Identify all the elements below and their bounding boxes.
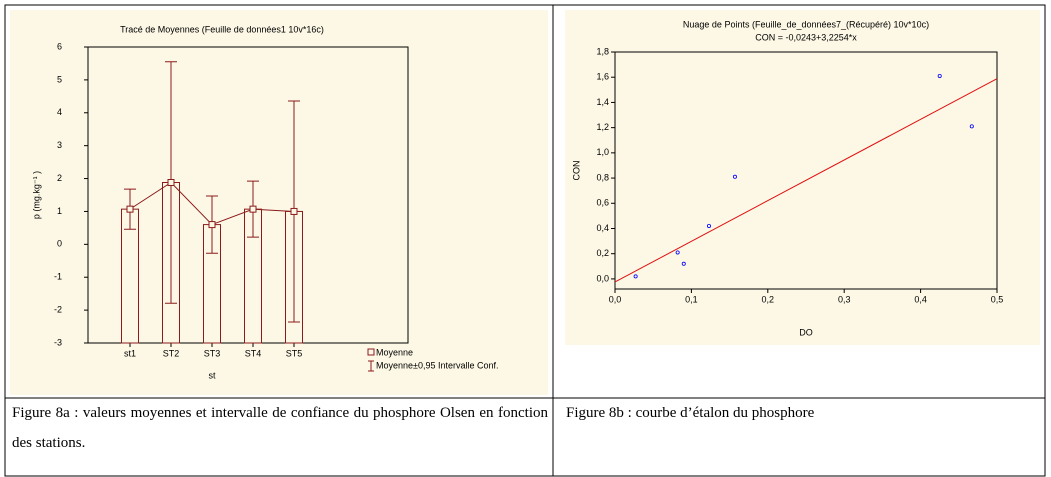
chart-b-background bbox=[565, 10, 1040, 345]
point bbox=[633, 274, 638, 279]
y-tick-label: 1,2 bbox=[596, 122, 609, 132]
caption: Figure 8a : valeurs moyennes et interval… bbox=[12, 405, 548, 451]
chart-subtitle: CON = -0,0243+3,2254*x bbox=[755, 32, 857, 42]
point bbox=[969, 124, 974, 129]
legend-label: Moyenne±0,95 Intervalle Conf. bbox=[376, 360, 499, 370]
chart-b: Nuage de Points (Feuille_de_données7_(Ré… bbox=[571, 19, 1003, 337]
x-axis-label: st bbox=[208, 370, 216, 380]
mean-marker bbox=[290, 207, 298, 215]
x-tick-label: ST2 bbox=[163, 348, 180, 358]
y-axis-label: p (mg.kg⁻¹ ) bbox=[31, 171, 41, 219]
fit-line bbox=[614, 78, 998, 283]
point bbox=[706, 223, 711, 228]
caption: Figure 8b : courbe d’étalon du phosphore bbox=[566, 405, 815, 421]
y-tick-label: 2 bbox=[57, 173, 62, 183]
y-tick-label: -1 bbox=[54, 272, 62, 282]
y-tick-label: 5 bbox=[57, 74, 62, 84]
table-border bbox=[4, 4, 1046, 477]
legend-label: Moyenne bbox=[376, 347, 413, 357]
x-tick-label: 0,0 bbox=[609, 294, 622, 304]
y-tick-label: 0,2 bbox=[596, 248, 609, 258]
x-tick-label: 0,2 bbox=[762, 294, 775, 304]
x-tick-label: 0,1 bbox=[685, 294, 698, 304]
x-tick-label: ST5 bbox=[286, 348, 303, 358]
x-tick-label: 0,5 bbox=[991, 294, 1004, 304]
point bbox=[732, 174, 737, 179]
point bbox=[675, 250, 680, 255]
y-axis-label: CON bbox=[571, 161, 581, 181]
mean-marker bbox=[249, 205, 257, 213]
mean-marker bbox=[126, 205, 134, 213]
chart-title: Tracé de Moyennes (Feuille de données1 1… bbox=[120, 24, 324, 34]
y-tick-label: 0 bbox=[57, 239, 62, 249]
y-tick-label: 6 bbox=[57, 41, 62, 51]
y-tick-label: 0,6 bbox=[596, 198, 609, 208]
x-tick-label: ST4 bbox=[245, 348, 262, 358]
y-tick-label: 0,8 bbox=[596, 172, 609, 182]
y-tick-label: 1,8 bbox=[596, 46, 609, 56]
y-tick-label: 0,0 bbox=[596, 273, 609, 283]
y-tick-label: 0,4 bbox=[596, 223, 609, 233]
x-tick-label: ST3 bbox=[204, 348, 221, 358]
y-tick-label: 1,6 bbox=[596, 72, 609, 82]
y-tick-label: 1 bbox=[57, 206, 62, 216]
point bbox=[937, 73, 942, 78]
y-tick-label: 1,0 bbox=[596, 147, 609, 157]
x-tick-label: 0,4 bbox=[914, 294, 927, 304]
x-tick-label: st1 bbox=[124, 348, 136, 358]
y-tick-label: 3 bbox=[57, 140, 62, 150]
mean-marker bbox=[208, 221, 216, 229]
y-tick-label: -3 bbox=[54, 337, 62, 347]
plot-frame bbox=[614, 51, 998, 290]
y-tick-label: 4 bbox=[57, 107, 62, 117]
chart-title: Nuage de Points (Feuille_de_données7_(Ré… bbox=[683, 19, 929, 29]
point bbox=[681, 261, 686, 266]
mean-marker bbox=[167, 179, 175, 187]
legend-marker bbox=[367, 348, 375, 356]
chart-a: Tracé de Moyennes (Feuille de données1 1… bbox=[31, 24, 498, 380]
chart-a-background bbox=[10, 10, 548, 395]
y-tick-label: -2 bbox=[54, 304, 62, 314]
y-tick-label: 1,4 bbox=[596, 97, 609, 107]
x-axis-label: DO bbox=[799, 327, 813, 337]
legend-marker bbox=[368, 360, 374, 372]
x-tick-label: 0,3 bbox=[838, 294, 851, 304]
